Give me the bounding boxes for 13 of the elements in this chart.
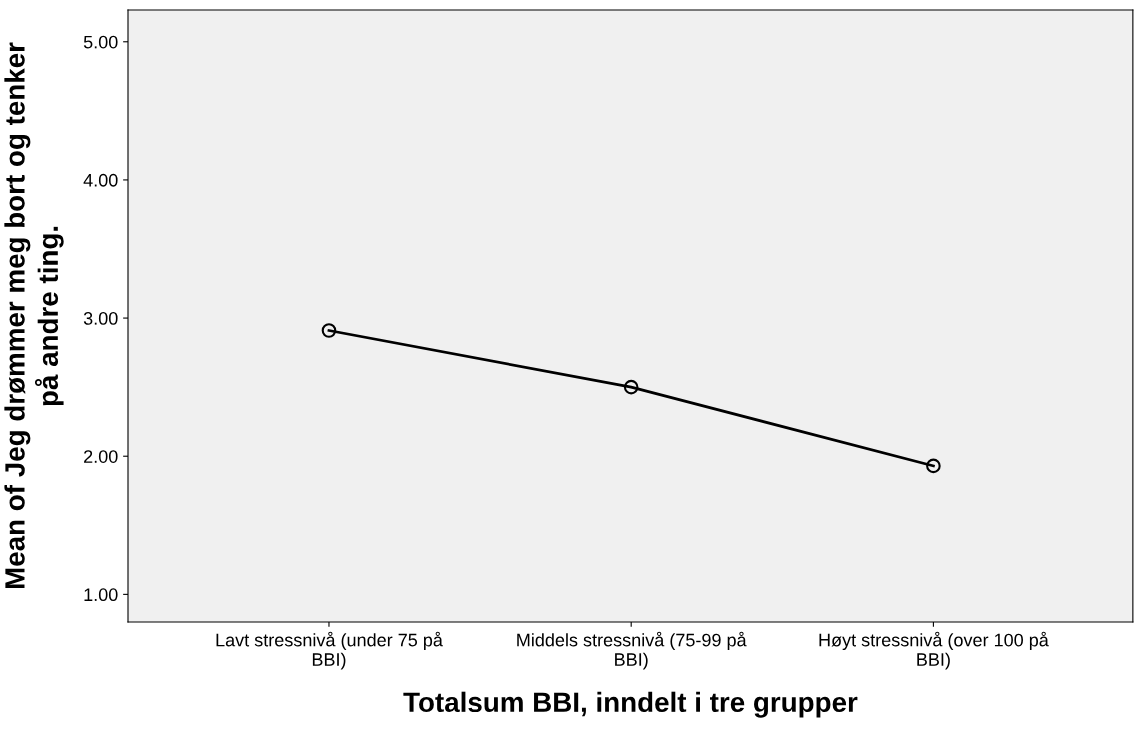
y-tick-label: 2.00 <box>84 450 118 463</box>
x-tick-label: Lavt stressnivå (under 75 på BBI) <box>216 631 443 670</box>
point <box>926 458 941 474</box>
y-tick-label: 4.00 <box>83 173 118 187</box>
x-tick-label: Høyt stressnivå (over 100 på BBI) <box>819 631 1049 670</box>
y-tick-label: 1.00 <box>84 588 118 602</box>
x-tick-label: Middels stressnivå (75-99 på BBI) <box>517 631 747 670</box>
x-axis-title: Totalsum BBI, inndelt i tre grupper <box>403 691 858 718</box>
point <box>321 323 337 338</box>
y-axis-title: Mean of Jeg drømmer meg bort og tenker på andre ting. <box>4 42 64 589</box>
point <box>623 379 639 395</box>
y-tick-label: 3.00 <box>83 312 118 325</box>
y-tick-label: 5.00 <box>83 35 118 49</box>
